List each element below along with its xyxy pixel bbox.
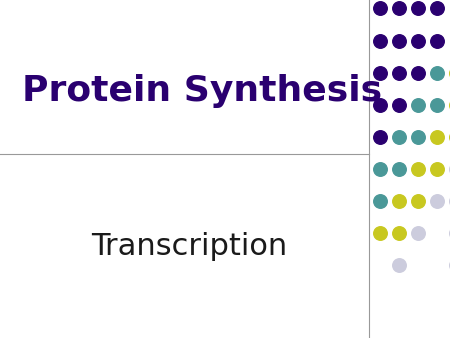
Point [414,198,422,204]
Point [414,6,422,11]
Point [433,38,441,43]
Point [414,38,422,43]
Point [433,70,441,75]
Point [377,38,384,43]
Point [377,166,384,172]
Point [396,6,403,11]
Point [377,134,384,140]
Point [396,263,403,268]
Point [414,231,422,236]
Point [377,231,384,236]
Text: Transcription: Transcription [91,232,287,261]
Point [396,38,403,43]
Point [396,134,403,140]
Point [377,70,384,75]
Point [396,70,403,75]
Point [396,166,403,172]
Point [414,166,422,172]
Text: Protein Synthesis: Protein Synthesis [22,74,382,108]
Point [414,134,422,140]
Point [396,231,403,236]
Point [396,198,403,204]
Point [433,166,441,172]
Point [433,102,441,107]
Point [377,102,384,107]
Point [377,6,384,11]
Point [414,70,422,75]
Point [433,198,441,204]
Point [377,198,384,204]
Point [414,102,422,107]
Point [433,6,441,11]
Point [433,134,441,140]
Point [396,102,403,107]
